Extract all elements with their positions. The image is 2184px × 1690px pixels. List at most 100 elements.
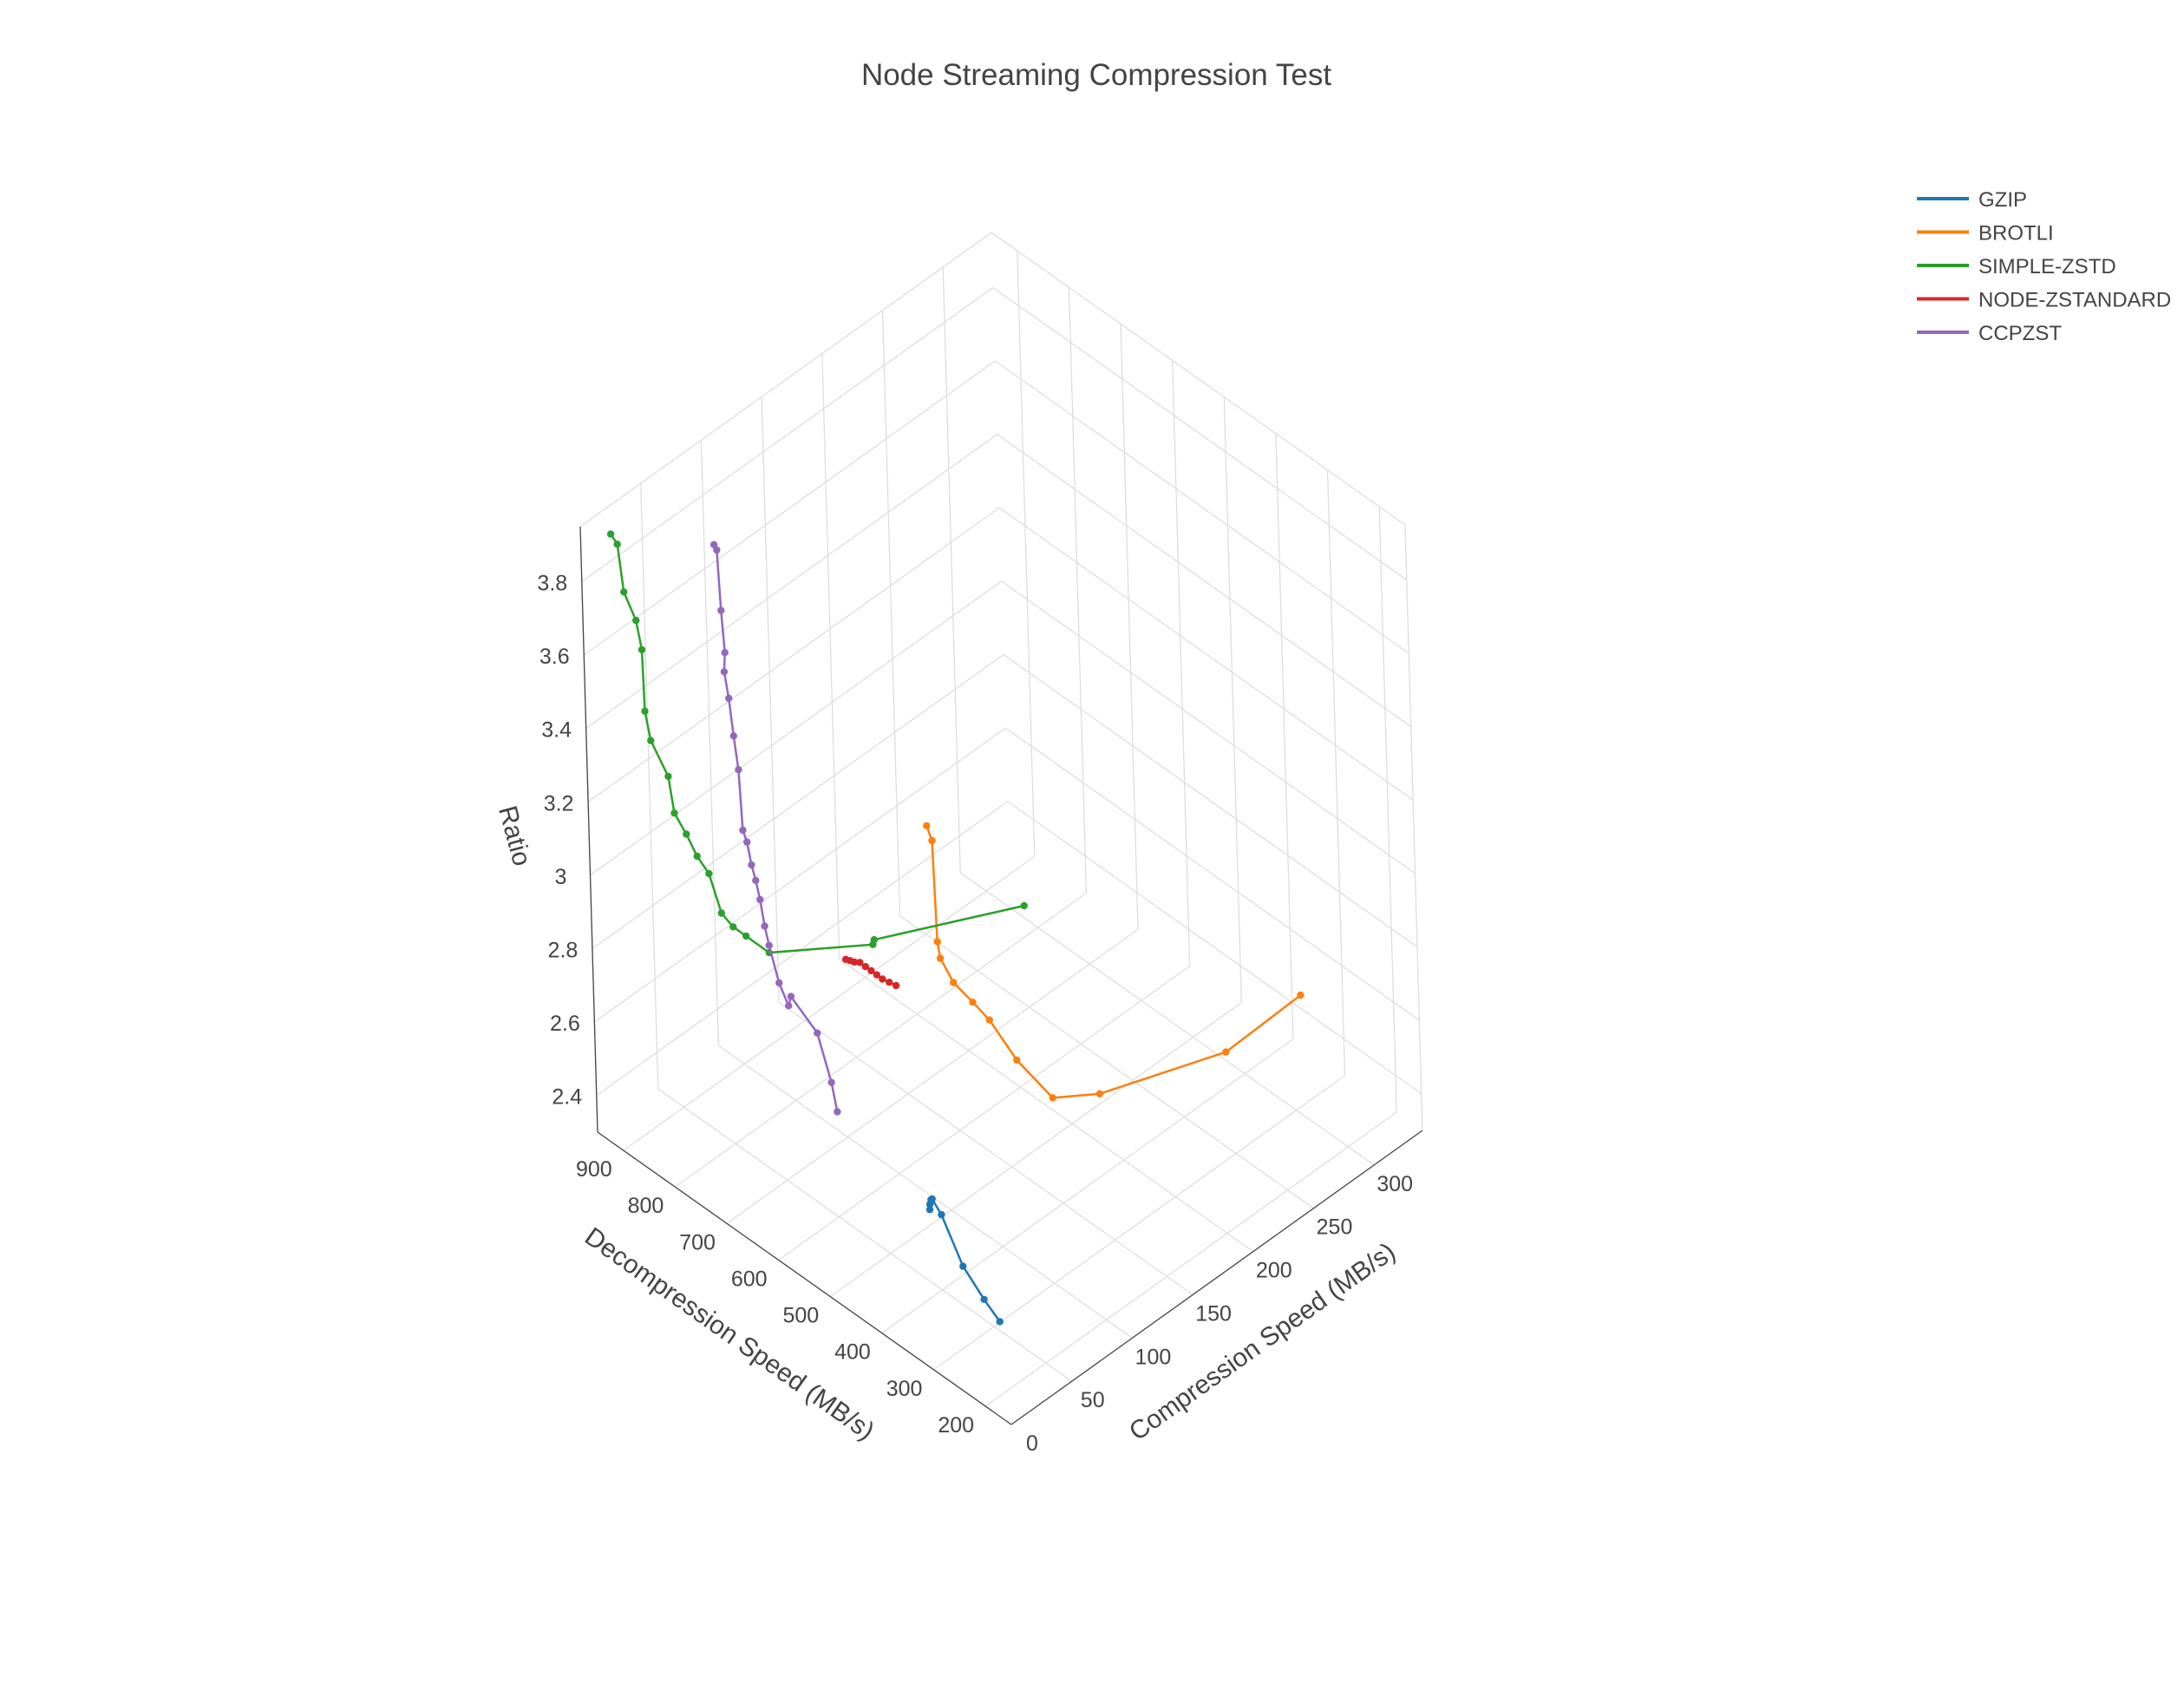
data-point[interactable] (879, 975, 886, 983)
data-point[interactable] (632, 616, 640, 625)
data-point[interactable] (892, 981, 900, 990)
grid-line-y-floor (623, 855, 1036, 1151)
data-point[interactable] (620, 588, 628, 596)
legend-item[interactable]: SIMPLE-ZSTD (1917, 255, 2116, 278)
series-node-zstandard[interactable] (841, 955, 900, 990)
legend-item[interactable]: BROTLI (1917, 222, 2054, 246)
data-point[interactable] (720, 668, 729, 676)
data-point[interactable] (827, 1078, 835, 1086)
z-axis-line (579, 526, 598, 1133)
legend-label: GZIP (1978, 188, 2027, 212)
data-point[interactable] (717, 606, 725, 614)
data-point[interactable] (647, 737, 655, 744)
legend-label: CCPZST (1978, 322, 2062, 345)
grid-line-z-side (1001, 580, 1416, 874)
z-tick-label: 3.2 (544, 791, 574, 816)
wall-border (991, 232, 1406, 526)
data-point[interactable] (765, 941, 773, 949)
data-point[interactable] (748, 861, 755, 869)
data-point[interactable] (925, 1206, 934, 1214)
data-point[interactable] (938, 1210, 945, 1219)
data-point[interactable] (787, 992, 795, 1000)
data-point[interactable] (664, 772, 672, 781)
data-point[interactable] (985, 1016, 994, 1024)
data-point[interactable] (996, 1318, 1004, 1326)
data-point[interactable] (885, 979, 893, 986)
data-point[interactable] (925, 1201, 934, 1209)
x-tick-label: 50 (1081, 1388, 1105, 1412)
data-point[interactable] (693, 852, 701, 861)
data-point[interactable] (1020, 901, 1028, 910)
data-point[interactable] (638, 645, 646, 654)
data-point[interactable] (683, 830, 690, 838)
data-point[interactable] (670, 809, 678, 817)
legend-item[interactable]: CCPZST (1917, 322, 2062, 345)
data-point[interactable] (1297, 991, 1305, 999)
data-point[interactable] (756, 895, 764, 904)
data-point[interactable] (613, 540, 621, 548)
z-tick-label: 2.6 (550, 1012, 580, 1036)
data-point[interactable] (861, 963, 870, 971)
data-point[interactable] (739, 826, 747, 835)
legend-label: NODE-ZSTANDARD (1978, 289, 2171, 312)
legend-item[interactable]: GZIP (1917, 188, 2027, 212)
data-point[interactable] (735, 766, 742, 774)
grid-line-x-wall (700, 440, 720, 1046)
grid-line-z-side (992, 286, 1408, 580)
data-point[interactable] (752, 876, 760, 884)
data-point[interactable] (1222, 1048, 1230, 1056)
z-tick-label: 3.4 (541, 718, 572, 743)
grid-line-y-wall (1275, 433, 1294, 1039)
data-point[interactable] (1095, 1090, 1104, 1098)
data-point[interactable] (856, 959, 864, 966)
z-tick-label: 3 (555, 865, 567, 889)
data-point[interactable] (873, 971, 881, 979)
data-point[interactable] (980, 1295, 988, 1304)
data-point[interactable] (936, 954, 945, 962)
series-simple-zstd[interactable] (606, 530, 1028, 957)
legend-label: SIMPLE-ZSTD (1978, 255, 2116, 278)
grid-line-z-back (583, 360, 996, 656)
grid-line-x-wall (640, 483, 659, 1090)
data-point[interactable] (1049, 1094, 1056, 1102)
data-point[interactable] (743, 838, 751, 846)
data-point[interactable] (969, 999, 977, 1006)
legend-item[interactable]: NODE-ZSTANDARD (1917, 289, 2171, 312)
x-tick-label: 250 (1317, 1215, 1353, 1240)
data-point[interactable] (729, 732, 737, 740)
data-point[interactable] (950, 979, 958, 986)
data-point[interactable] (834, 1108, 841, 1116)
data-point[interactable] (742, 932, 750, 940)
grid-line-z-side (994, 360, 1409, 654)
data-point[interactable] (933, 938, 941, 946)
data-point[interactable] (641, 707, 649, 715)
data-point[interactable] (923, 822, 931, 829)
data-point[interactable] (717, 909, 725, 917)
series-gzip[interactable] (925, 1195, 1004, 1326)
grid-line-y-floor (984, 1111, 1397, 1407)
data-point[interactable] (1013, 1056, 1021, 1064)
data-point[interactable] (867, 966, 875, 975)
data-point[interactable] (721, 649, 729, 657)
data-point[interactable] (841, 955, 850, 964)
data-point[interactable] (725, 694, 733, 703)
data-point[interactable] (928, 836, 936, 845)
z-tick-label: 3.8 (537, 571, 567, 595)
data-point[interactable] (705, 869, 713, 878)
data-point[interactable] (606, 530, 615, 538)
data-point[interactable] (709, 540, 718, 548)
series-ccpzst[interactable] (709, 540, 841, 1116)
grid-line-y-floor (881, 1038, 1294, 1334)
data-point[interactable] (729, 923, 737, 931)
data-point[interactable] (785, 1002, 793, 1010)
data-point[interactable] (959, 1262, 967, 1270)
grid-line-y-floor (778, 965, 1191, 1261)
data-point[interactable] (761, 922, 768, 930)
data-point[interactable] (713, 546, 721, 554)
data-point[interactable] (814, 1029, 821, 1038)
data-point[interactable] (869, 940, 877, 948)
grid-line-z-side (1005, 727, 1420, 1021)
data-point[interactable] (775, 979, 783, 987)
grid-line-y-wall (1326, 469, 1346, 1076)
